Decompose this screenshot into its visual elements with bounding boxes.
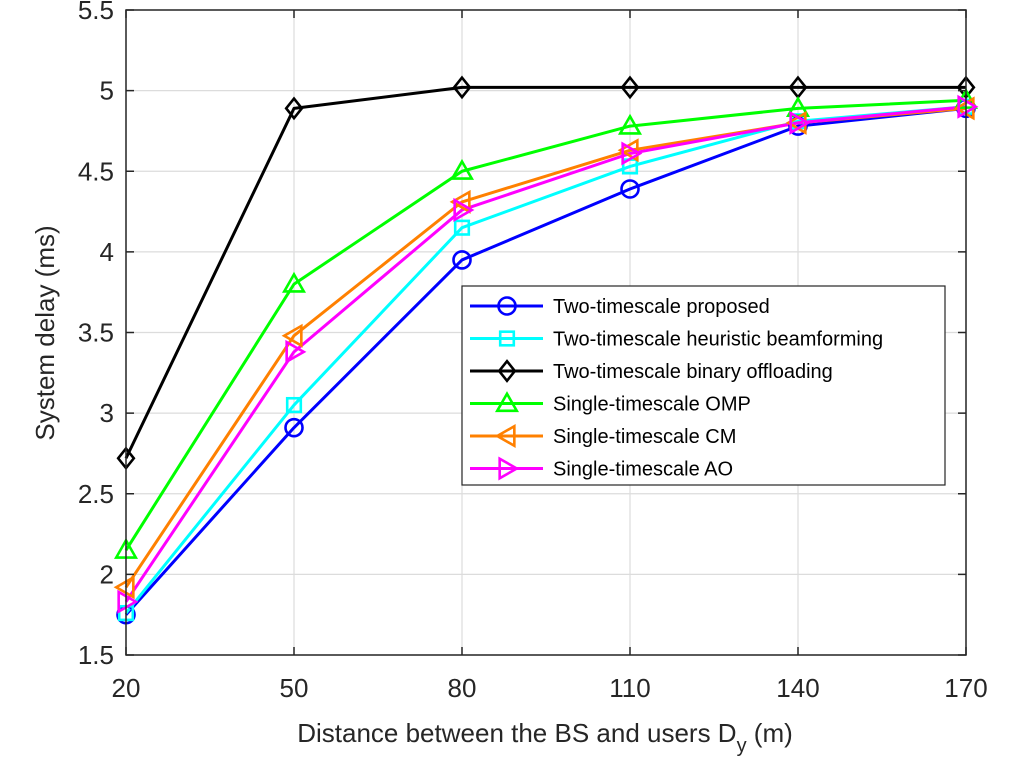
legend-marker-1 (497, 296, 517, 316)
legend-label-5: Single-timescale CM (553, 426, 736, 448)
legend-marker-6 (498, 456, 520, 481)
x-tick-label: 80 (448, 673, 477, 703)
series-markers (113, 75, 979, 625)
data-point-s4-4 (617, 113, 643, 135)
series-lines (124, 85, 967, 616)
data-point-s6-2 (285, 339, 307, 364)
legend-marker-2 (498, 330, 516, 347)
legend-label-4: Single-timescale OMP (553, 394, 751, 416)
data-point-s5-1 (113, 575, 135, 600)
data-point-s3-3 (452, 75, 472, 100)
data-point-s6-3 (453, 197, 475, 222)
data-point-s5-2 (281, 323, 303, 348)
series-line-3 (124, 85, 966, 459)
y-axis-label: System delay (ms) (30, 225, 60, 440)
y-tick-label: 5.5 (78, 0, 114, 25)
legend-box (461, 285, 946, 486)
data-point-s4-3 (449, 158, 475, 180)
y-tick-label: 1.5 (78, 640, 114, 670)
y-tick-label: 2.5 (78, 479, 114, 509)
y-tick-label: 2 (100, 559, 114, 589)
y-tick-label: 3.5 (78, 318, 114, 348)
legend-marker-4 (494, 391, 520, 413)
data-point-s6-5 (789, 110, 811, 135)
y-tick-label: 3 (100, 398, 114, 428)
x-tick-label: 50 (280, 673, 309, 703)
legend-marker-3 (497, 359, 517, 383)
data-point-s3-2 (284, 96, 304, 121)
x-tick-label: 110 (609, 673, 650, 703)
legend: Two-timescale proposed Two-timescale heur… (461, 285, 946, 486)
legend-label-3: Two-timescale binary offloading (553, 361, 833, 383)
x-tick-label: 20 (112, 673, 141, 703)
series-line-4 (124, 98, 967, 551)
legend-label-1: Two-timescale proposed (553, 296, 770, 318)
data-point-s1-3 (452, 250, 472, 270)
x-tick-label: 140 (776, 673, 819, 703)
legend-marker-5 (494, 423, 516, 449)
x-tick-label: 170 (944, 673, 987, 703)
y-tick-label: 4 (100, 237, 114, 267)
data-point-s3-4 (620, 75, 640, 100)
y-axis-ticks: 1.5 2 2.5 3 3.5 4 4.5 5 5.5 (78, 0, 966, 670)
data-point-s1-4 (620, 179, 640, 199)
data-point-s2-2 (285, 396, 303, 414)
legend-label-2: Two-timescale heuristic beamforming (553, 329, 883, 351)
data-point-s6-6 (957, 94, 979, 119)
legend-label-6: Single-timescale AO (553, 459, 733, 481)
data-point-s4-2 (281, 271, 307, 293)
data-point-s6-1 (117, 589, 139, 614)
y-tick-label: 5 (100, 76, 114, 106)
data-point-s6-4 (621, 141, 643, 166)
data-point-s1-2 (284, 417, 304, 438)
series-line-6 (124, 105, 967, 603)
data-point-s5-3 (449, 189, 471, 214)
series-line-1 (124, 106, 967, 616)
data-point-s2-3 (453, 219, 471, 236)
x-axis-ticks: 20 50 80 110 140 170 (112, 10, 988, 703)
y-tick-label: 4.5 (78, 156, 114, 186)
data-point-s4-5 (785, 95, 811, 117)
x-axis-label: Distance between the BS and users Dy (m) (297, 718, 793, 757)
data-point-s5-4 (617, 138, 639, 163)
